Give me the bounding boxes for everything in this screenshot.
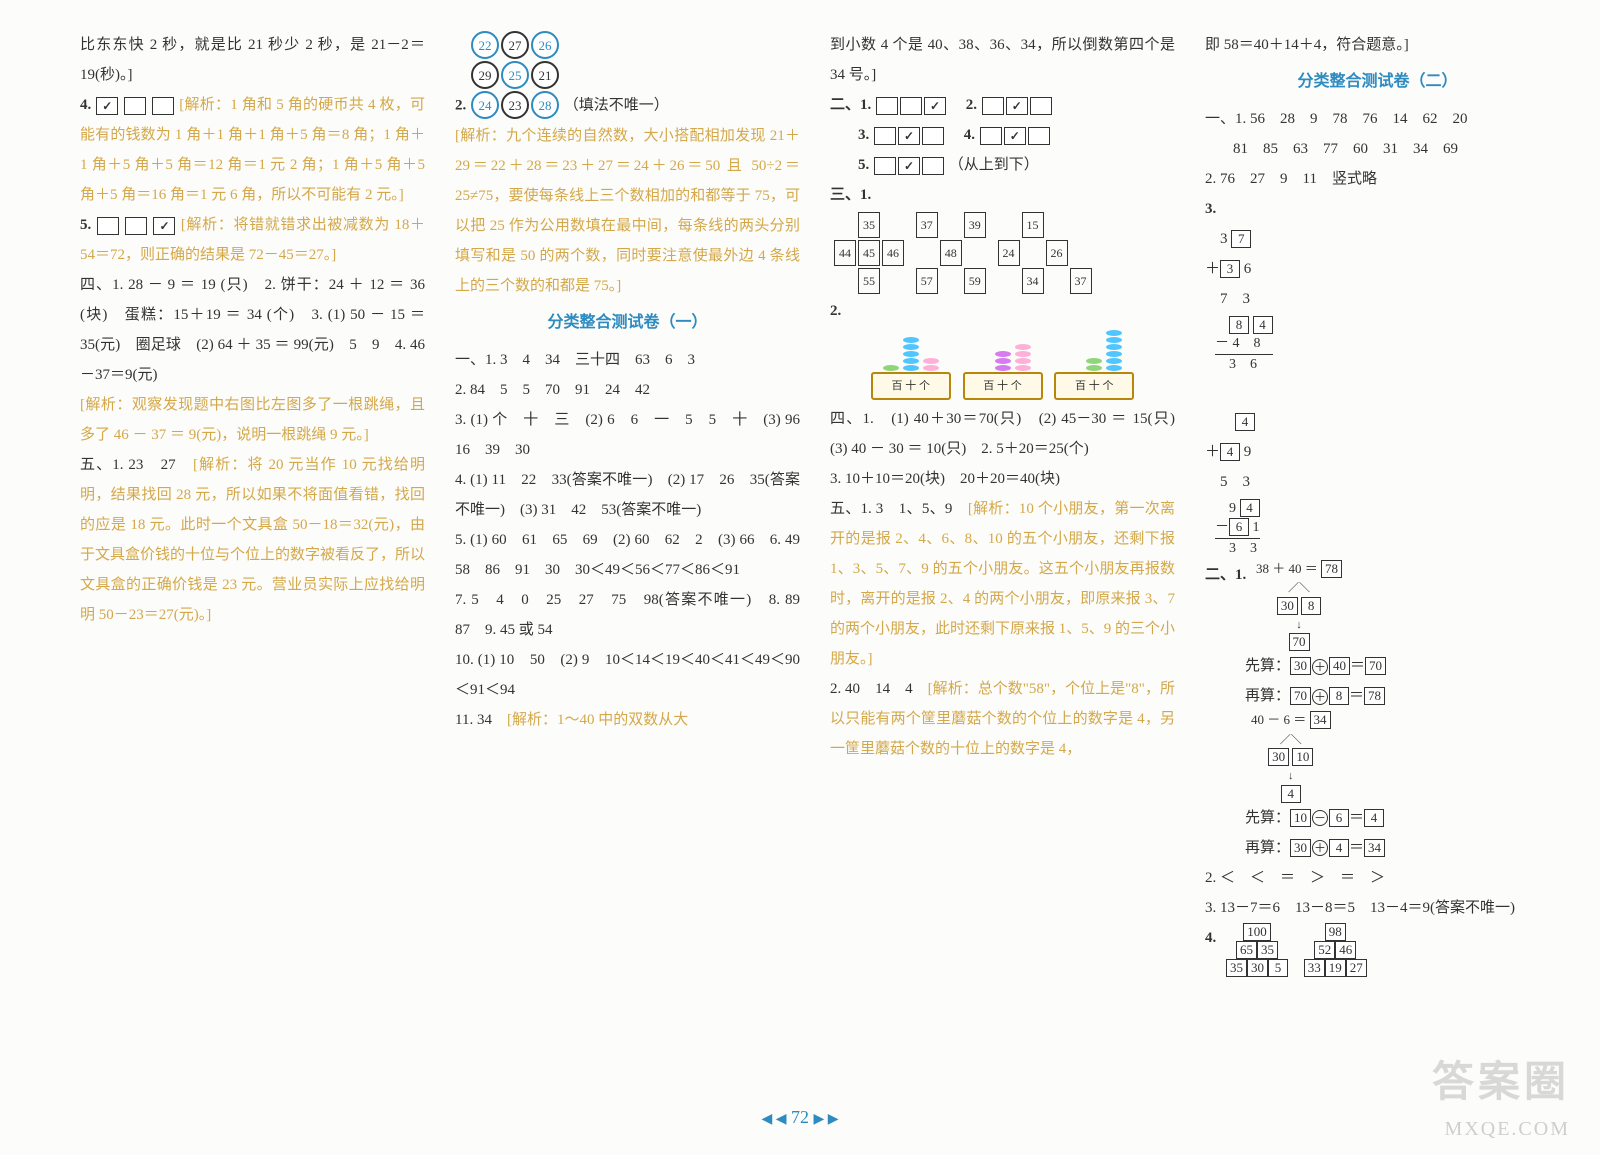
answer-line: 10. (1) 10 50 (2) 9 10＜14＜19＜40＜41＜49＜90… [455,645,800,705]
section-title: 分类整合测试卷（一） [455,307,800,339]
analysis: [解析：10 个小朋友，第一次离开的是报 2、4、6、8、10 的五个小朋友，还… [830,501,1175,667]
answer-line: 2. 84 5 5 70 91 24 42 [455,375,800,405]
column-1: 比东东快 2 秒，就是比 21 秒少 2 秒，是 21－2＝19(秒)。] 4.… [80,30,425,1080]
section-5: 五、1. 3 1、5、9 [830,501,968,517]
checkbox [153,217,175,235]
number-pyramid: 100 6535 35305 [1226,923,1288,978]
answer-line: 4. (1) 11 22 33(答案不唯一) (2) 17 26 35(答案不唯… [455,465,800,525]
answer-line: 2. ＜ ＜ ＝ ＞ ＝ ＞ [1205,863,1550,893]
answer-line: 一、1. 56 28 9 78 76 14 62 20 [1205,104,1550,134]
item-4: 4. [80,97,95,113]
note: （填法不唯一） [564,98,669,114]
column-3: 到小数 4 个是 40、38、36、34，所以倒数第四个是 34 号。] 二、1… [830,30,1175,1080]
text: 即 58＝40＋14＋4，符合题意。] [1205,30,1550,60]
answer: 2. 40 14 4 [830,681,928,697]
analysis: [解析：九个连续的自然数，大小搭配相加发现 21＋29＝22＋28＝23＋27＝… [455,121,800,301]
analysis: [解析：将 20 元当作 10 元找给明明，结果找回 28 元，所以如果不将面值… [80,457,425,623]
analysis: [解析：观察发现题中右图比左图多了一根跳绳，且多了 46 － 37 ＝ 9(元)… [80,390,425,450]
answer: 3. 10＋10＝20(块) 20＋20＝40(块) [830,464,1175,494]
page-number: ◀ ◀ 72 ▶ ▶ [0,1099,1600,1135]
vertical-math: 9 4－6 1 3 3 [1215,499,1260,559]
text: 到小数 4 个是 40、38、36、34，所以倒数第四个是 34 号。] [830,30,1175,90]
split-diagram: 38 ＋ 40 ＝ 78 ／＼ 30 8 ↓ 70 [1256,560,1342,651]
answer-line: 3. (1) 个 十 三 (2) 6 6 一 5 5 十 (3) 96 16 3… [455,405,800,465]
number-pyramid: 98 5246 331927 [1304,923,1367,978]
section-4: 四、1. (1) 40＋30＝70(只) (2) 45－30 ＝ 15(只) (… [830,404,1175,464]
answer-line: 11. 34 [455,712,507,728]
checkbox [125,217,147,235]
answer-line: 7. 5 4 0 25 27 75 98(答案不唯一) 8. 89 87 9. … [455,585,800,645]
item-2: 2. [455,98,470,114]
magic-square: 222726 292521 242328 [470,30,560,120]
checkbox [97,217,119,235]
checkbox [96,97,118,115]
checkbox [152,97,174,115]
vertical-math: 8 4－ 4 8 3 6 [1215,316,1273,375]
split-diagram: 40 － 6 ＝ 34 ／＼ 30 10 ↓ 4 [1251,711,1331,802]
abacus-row: 百 十 个 百 十 个 百 十 个 [830,330,1175,400]
watermark-url: MXQE.COM [1445,1109,1570,1149]
section-title: 分类整合测试卷（二） [1205,66,1550,98]
answer-line: 一、1. 3 4 34 三十四 63 6 3 [455,345,800,375]
answer-line: 5. (1) 60 61 65 69 (2) 60 62 2 (3) 66 6.… [455,525,800,585]
answer-line: 3. 13－7＝6 13－8＝5 13－4＝9(答案不唯一) [1205,893,1550,923]
answer-line: 2. 76 27 9 11 竖式略 [1205,164,1550,194]
section-4: 四、1. 28 － 9 ＝ 19 (只) 2. 饼干：24 ＋ 12 ＝ 36 … [80,270,425,390]
section-5: 五、1. 23 27 [80,457,193,473]
checkbox [124,97,146,115]
column-2: 2. 222726 292521 242328 （填法不唯一） [解析：九个连续… [455,30,800,1080]
item-5: 5. [80,217,96,233]
analysis: [解析：1～40 中的双数从大 [507,712,688,728]
column-4: 即 58＝40＋14＋4，符合题意。] 分类整合测试卷（二） 一、1. 56 2… [1205,30,1550,1080]
answer-line: 81 85 63 77 60 31 34 69 [1205,134,1550,164]
text: 比东东快 2 秒，就是比 21 秒少 2 秒，是 21－2＝19(秒)。] [80,30,425,90]
